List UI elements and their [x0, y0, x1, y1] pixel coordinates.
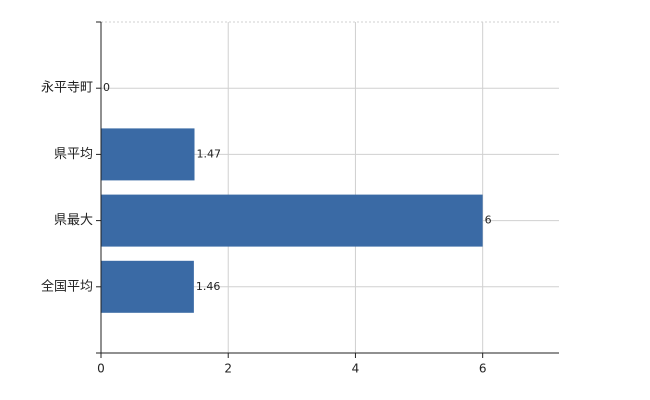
x-tick-label: 2 [224, 362, 232, 376]
bar [101, 128, 195, 181]
x-tick-label: 4 [352, 362, 360, 376]
x-tick-label: 0 [97, 362, 105, 376]
value-label: 1.47 [197, 147, 222, 160]
y-tick-label: 県最大 [54, 213, 93, 228]
y-tick-label: 永平寺町 [41, 81, 93, 96]
x-tick-label: 6 [479, 362, 487, 376]
bar [101, 260, 194, 313]
bar [101, 194, 483, 247]
value-label: 1.46 [196, 280, 221, 293]
y-tick-label: 全国平均 [41, 278, 93, 294]
value-label: 6 [485, 214, 492, 227]
value-label: 0 [103, 81, 110, 94]
y-tick-label: 県平均 [54, 147, 93, 162]
